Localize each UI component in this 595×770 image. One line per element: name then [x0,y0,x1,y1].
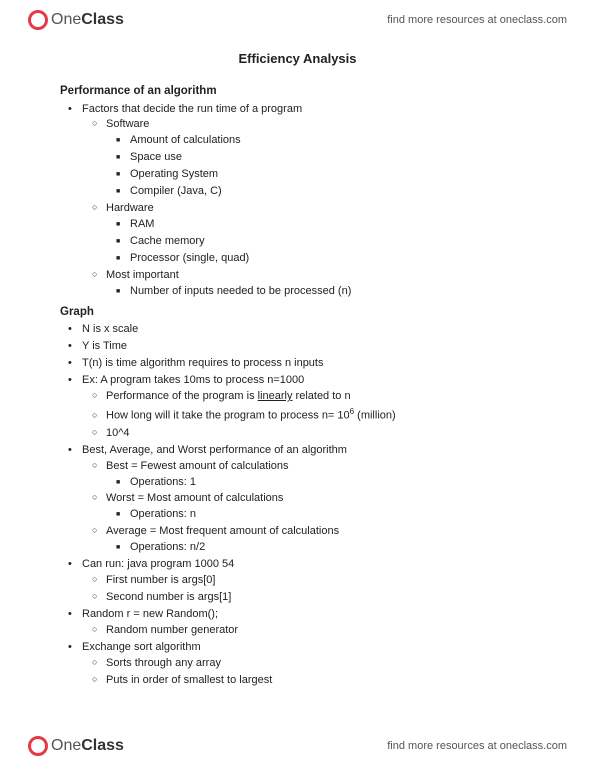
list-item: Worst = Most amount of calculations Oper… [106,491,535,523]
text-underline: linearly [258,390,293,402]
logo-circle-icon [28,10,48,30]
text: Random r = new Random(); [82,608,218,620]
logo-circle-icon [28,736,48,756]
list-item: Operations: 1 [130,475,535,491]
list-item: Exchange sort algorithm Sorts through an… [82,640,535,689]
list-item: Amount of calculations [130,133,535,149]
text: related to n [292,390,350,402]
text: Most important [106,269,179,281]
list-item: Number of inputs needed to be processed … [130,284,535,300]
list-item: Operating System [130,167,535,183]
list-item: Performance of the program is linearly r… [106,389,535,405]
list-item: Random r = new Random(); Random number g… [82,607,535,639]
list-item: Puts in order of smallest to largest [106,673,535,689]
text: Software [106,118,149,130]
list-item: Average = Most frequent amount of calcul… [106,524,535,556]
text: Best = Fewest amount of calculations [106,460,289,472]
text: Ex: A program takes 10ms to process n=10… [82,374,304,386]
logo-class: Class [81,737,124,754]
list-item: N is x scale [82,322,535,338]
list-item: Ex: A program takes 10ms to process n=10… [82,373,535,441]
list-item: Best = Fewest amount of calculations Ope… [106,459,535,491]
document-content: Efficiency Analysis Performance of an al… [0,38,595,689]
text: Exchange sort algorithm [82,641,201,653]
section-graph-heading: Graph [60,304,535,321]
list-item: Can run: java program 1000 54 First numb… [82,557,535,606]
header-link[interactable]: find more resources at oneclass.com [387,14,567,26]
text: Best, Average, and Worst performance of … [82,444,347,456]
list-item: First number is args[0] [106,573,535,589]
list-item: Software Amount of calculations Space us… [106,117,535,200]
text: Worst = Most amount of calculations [106,492,283,504]
footer-logo-text: OneClass [51,737,124,755]
footer-bar: OneClass find more resources at oneclass… [0,730,595,762]
list-item: Y is Time [82,339,535,355]
list-item: Operations: n [130,507,535,523]
list-item: T(n) is time algorithm requires to proce… [82,356,535,372]
text: Average = Most frequent amount of calcul… [106,525,339,537]
list-item: Processor (single, quad) [130,251,535,267]
text: (million) [354,410,396,422]
list-item: How long will it take the program to pro… [106,406,535,425]
list-item: Sorts through any array [106,656,535,672]
list-item: 10^4 [106,426,535,442]
list-item: Hardware RAM Cache memory Processor (sin… [106,201,535,267]
section-performance-heading: Performance of an algorithm [60,83,535,100]
list-item: Space use [130,150,535,166]
document-title: Efficiency Analysis [60,50,535,69]
logo-text: OneClass [51,11,124,29]
list-item: Random number generator [106,623,535,639]
header-bar: OneClass find more resources at oneclass… [0,0,595,38]
text: How long will it take the program to pro… [106,410,350,422]
footer-logo: OneClass [28,736,124,756]
logo-one: One [51,11,81,28]
list-item: Compiler (Java, C) [130,184,535,200]
list-item: Cache memory [130,234,535,250]
logo-one: One [51,737,81,754]
list-item: Best, Average, and Worst performance of … [82,443,535,557]
list-item: Operations: n/2 [130,540,535,556]
footer-link[interactable]: find more resources at oneclass.com [387,740,567,752]
list-item: Most important Number of inputs needed t… [106,268,535,300]
text: Factors that decide the run time of a pr… [82,103,302,115]
list-item: RAM [130,217,535,233]
text: Hardware [106,202,154,214]
list-item: Factors that decide the run time of a pr… [82,102,535,300]
list-item: Second number is args[1] [106,590,535,606]
logo: OneClass [28,10,124,30]
text: Can run: java program 1000 54 [82,558,234,570]
text: Performance of the program is [106,390,258,402]
logo-class: Class [81,11,124,28]
